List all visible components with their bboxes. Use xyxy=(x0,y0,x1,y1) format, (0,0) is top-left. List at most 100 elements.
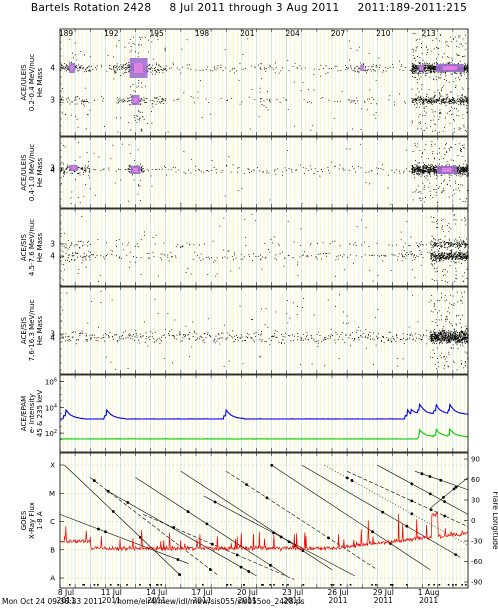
data-point xyxy=(461,243,462,245)
data-point xyxy=(437,226,438,228)
data-point xyxy=(453,103,455,104)
data-point xyxy=(418,192,420,193)
data-point xyxy=(121,143,123,145)
data-point xyxy=(119,69,120,70)
data-point xyxy=(441,191,443,193)
data-point xyxy=(228,156,230,158)
data-point xyxy=(335,259,337,261)
data-point xyxy=(308,169,309,171)
data-point xyxy=(183,334,185,336)
data-point xyxy=(71,243,73,245)
data-point xyxy=(77,241,79,243)
data-point xyxy=(212,70,214,72)
data-point xyxy=(454,165,456,166)
data-point xyxy=(143,119,145,120)
data-point xyxy=(430,167,432,169)
data-point xyxy=(420,96,422,98)
data-point xyxy=(465,258,467,259)
data-point xyxy=(441,280,443,281)
data-point xyxy=(417,167,419,169)
data-point xyxy=(413,102,415,103)
data-point xyxy=(412,67,414,69)
data-point xyxy=(462,93,463,95)
data-point xyxy=(468,173,469,175)
data-point xyxy=(416,165,417,167)
data-point xyxy=(421,254,422,255)
data-point xyxy=(444,244,445,246)
data-point xyxy=(412,72,414,73)
data-point xyxy=(103,256,104,258)
data-point xyxy=(248,256,250,258)
data-point xyxy=(418,166,420,168)
data-point xyxy=(128,42,130,44)
data-point xyxy=(419,191,421,192)
data-point xyxy=(286,150,288,151)
data-point xyxy=(135,333,137,334)
data-point xyxy=(427,63,429,65)
data-point xyxy=(217,333,219,335)
data-point xyxy=(466,252,468,254)
data-point xyxy=(134,165,136,167)
data-point xyxy=(424,166,426,168)
data-point xyxy=(431,143,433,145)
data-point xyxy=(225,338,227,339)
data-point xyxy=(422,166,423,167)
data-point xyxy=(433,64,435,66)
data-point xyxy=(138,82,140,84)
data-point xyxy=(137,115,139,117)
data-point xyxy=(257,167,258,169)
data-point xyxy=(462,241,464,243)
data-point xyxy=(73,57,74,59)
data-point xyxy=(435,102,437,103)
data-point xyxy=(319,175,321,177)
data-point xyxy=(426,99,428,101)
data-point xyxy=(129,251,131,253)
data-point xyxy=(409,251,411,253)
data-point xyxy=(463,168,464,170)
data-point xyxy=(440,256,441,258)
data-point xyxy=(414,65,416,67)
data-point xyxy=(125,337,127,339)
data-point xyxy=(448,111,450,112)
data-point xyxy=(189,338,191,340)
data-point xyxy=(413,172,415,174)
data-point xyxy=(190,273,192,275)
data-point xyxy=(448,246,450,248)
data-point xyxy=(65,259,66,261)
data-point xyxy=(121,335,123,337)
data-point xyxy=(458,115,460,117)
data-point xyxy=(457,242,459,244)
data-point xyxy=(458,255,460,256)
data-point xyxy=(415,66,417,68)
data-point xyxy=(361,244,362,246)
data-point xyxy=(420,76,422,78)
data-point xyxy=(462,244,463,245)
data-point xyxy=(459,252,461,254)
data-point xyxy=(435,259,437,260)
data-point xyxy=(251,89,253,90)
data-point xyxy=(460,254,461,255)
data-point xyxy=(439,93,441,95)
data-point xyxy=(134,119,136,121)
data-point xyxy=(328,68,330,70)
data-point xyxy=(454,214,456,215)
density-core xyxy=(419,66,423,70)
data-point xyxy=(115,67,117,68)
data-point xyxy=(259,170,261,172)
data-point xyxy=(390,203,392,205)
data-point xyxy=(462,173,463,175)
data-point xyxy=(144,234,145,236)
data-point xyxy=(140,104,142,106)
data-point xyxy=(115,70,117,72)
data-point xyxy=(424,123,426,125)
data-point xyxy=(430,64,432,66)
data-point xyxy=(427,175,429,177)
data-point xyxy=(419,168,421,170)
data-point xyxy=(439,102,440,104)
data-point xyxy=(450,159,452,161)
data-point xyxy=(86,67,88,69)
data-point xyxy=(387,67,389,69)
data-point xyxy=(412,167,414,168)
data-point xyxy=(83,255,85,257)
data-point xyxy=(413,98,415,100)
